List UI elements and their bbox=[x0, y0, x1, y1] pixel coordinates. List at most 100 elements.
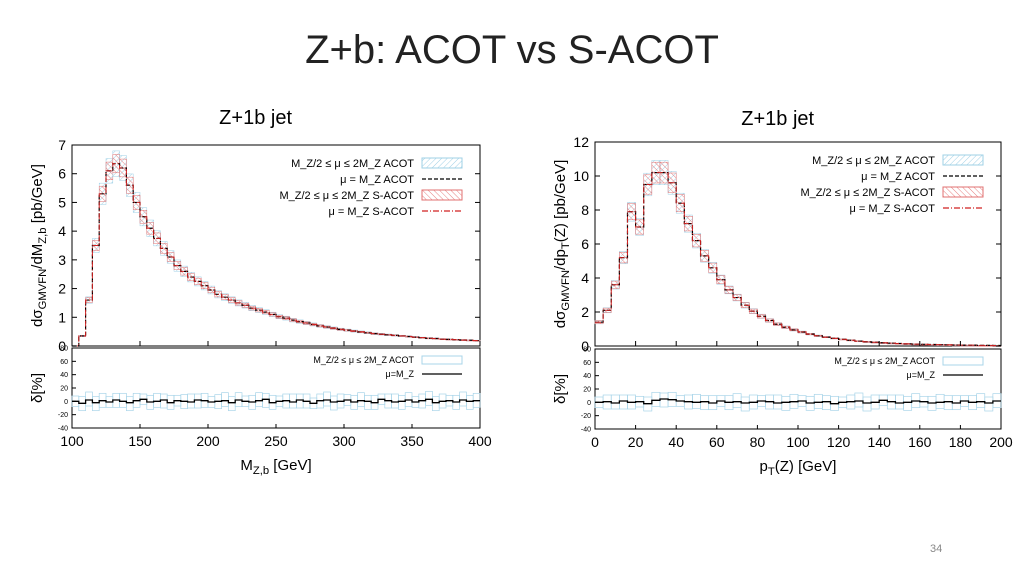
chart-ptz-xlabel: pT(Z) [GeV] bbox=[760, 458, 837, 478]
chart-mzb-legend-label: M_Z/2 ≤ μ ≤ 2M_Z ACOT bbox=[291, 158, 414, 170]
chart-mzb-xtick-label: 300 bbox=[332, 433, 356, 449]
chart-ptz-ratio-ylabel: δ[%] bbox=[552, 374, 569, 404]
chart-ptz-ratio-ytick-label: -40 bbox=[581, 427, 591, 434]
chart-mzb-ratio-line bbox=[72, 398, 480, 404]
chart-mzb-title: Z+1b jet bbox=[219, 107, 292, 129]
chart-ptz-xtick-label: 0 bbox=[591, 434, 599, 450]
chart-ptz-ratio-band bbox=[984, 396, 994, 412]
chart-ptz-xtick-label: 100 bbox=[786, 434, 810, 450]
chart-mzb-ylabel-group: dσGMVFN/dMZ,b [pb/GeV] bbox=[29, 164, 49, 327]
chart-ptz-ratio-band bbox=[651, 391, 661, 407]
chart-ptz-ratio-band bbox=[619, 394, 628, 410]
chart-ptz-title: Z+1b jet bbox=[741, 108, 814, 130]
chart-mzb-xtick-label: 350 bbox=[400, 433, 424, 449]
chart-mzb-ratio-ytick-label: 40 bbox=[60, 372, 68, 379]
chart-ptz-line-sacot bbox=[595, 172, 1001, 346]
chart-mzb-ratio-legend-swatch bbox=[421, 355, 463, 365]
chart-mzb-ratio-ytick-label: 0 bbox=[64, 399, 68, 406]
chart-ptz-ratio-ytick-label: 60 bbox=[583, 360, 591, 367]
chart-mzb-xlabel: MZ,b [GeV] bbox=[240, 457, 311, 477]
chart-ptz-ratio-legend-label: M_Z/2 ≤ μ ≤ 2M_Z ACOT bbox=[834, 356, 935, 366]
chart-ptz-ratio-ylabel-group: δ[%] bbox=[552, 374, 569, 404]
chart-mzb-xtick-label: 400 bbox=[468, 433, 492, 449]
chart-ptz-ratio-band bbox=[903, 395, 913, 411]
chart-mzb-ratio-legend-label: μ=M_Z bbox=[386, 369, 415, 379]
chart-ptz-xtick-label: 80 bbox=[750, 434, 766, 450]
chart-mzb-xtick-label: 250 bbox=[264, 433, 288, 449]
chart-mzb-ytick-label: 7 bbox=[58, 137, 66, 153]
chart-ptz-ratio-band bbox=[895, 394, 904, 410]
chart-ptz-ytick-label: 2 bbox=[581, 304, 589, 320]
chart-ptz-ratio-line bbox=[595, 398, 1001, 405]
chart-ptz-ytick-label: 10 bbox=[573, 168, 589, 184]
chart-ptz-legend-label: μ = M_Z S-ACOT bbox=[850, 203, 936, 215]
chart-ptz-ratio-band bbox=[781, 395, 791, 411]
chart-ptz-ratio-band bbox=[854, 392, 864, 408]
chart-mzb-ytick-label: 0 bbox=[58, 338, 66, 354]
chart-ptz-ratio-band bbox=[935, 393, 945, 409]
chart-ptz-ratio-band bbox=[740, 396, 750, 412]
chart-mzb-line-sacot bbox=[72, 163, 480, 347]
chart-ptz-ytick-label: 12 bbox=[573, 134, 589, 150]
chart-mzb-ratio-ylabel-group: δ[%] bbox=[29, 373, 46, 403]
chart-ptz-ytick-label: 0 bbox=[581, 338, 589, 354]
chart-ptz-ratio-ytick-label: -20 bbox=[581, 413, 591, 420]
chart-ptz-ratio-legend-swatch bbox=[942, 356, 984, 366]
chart-ptz-xtick-label: 160 bbox=[908, 434, 932, 450]
chart-ptz-ytick-label: 4 bbox=[581, 270, 589, 286]
chart-ptz-ytick-label: 6 bbox=[581, 236, 589, 252]
chart-ptz-legend-swatch bbox=[942, 154, 984, 166]
chart-ptz-legend-swatch bbox=[942, 186, 984, 198]
chart-ptz-ytick-label: 8 bbox=[581, 202, 589, 218]
chart-ptz-ratio-band bbox=[692, 393, 701, 409]
chart-ptz-xtick-label: 60 bbox=[709, 434, 725, 450]
chart-mzb-legend-label: M_Z/2 ≤ μ ≤ 2M_Z S-ACOT bbox=[279, 190, 414, 202]
chart-ptz-ratio-band bbox=[822, 395, 831, 411]
chart-ptz-ratio-ytick-label: 20 bbox=[583, 387, 591, 394]
chart-ptz-legend-label: M_Z/2 ≤ μ ≤ 2M_Z ACOT bbox=[812, 155, 935, 167]
chart-mzb-ratio-ytick-label: 20 bbox=[60, 386, 68, 393]
chart-ptz-ratio-band bbox=[862, 396, 872, 412]
chart-ptz-ratio-band bbox=[700, 395, 710, 411]
chart-ptz-ratio-band bbox=[773, 394, 783, 410]
chart-ptz-ratio-band bbox=[610, 394, 620, 410]
slide-title: Z+b: ACOT vs S-ACOT bbox=[305, 28, 719, 72]
chart-mzb-legend-label: μ = M_Z S-ACOT bbox=[329, 206, 415, 218]
chart-mzb-ratio-ylabel: δ[%] bbox=[29, 373, 46, 403]
chart-mzb-legend-label: μ = M_Z ACOT bbox=[340, 174, 414, 186]
chart-mzb-ylabel: dσGMVFN/dMZ,b [pb/GeV] bbox=[29, 164, 49, 327]
chart-mzb-xtick-label: 100 bbox=[60, 433, 84, 449]
chart-mzb-ratio-ytick-label: -20 bbox=[58, 412, 68, 419]
chart-mzb-ytick-label: 2 bbox=[58, 281, 66, 297]
chart-ptz-xtick-label: 20 bbox=[628, 434, 644, 450]
chart-ptz-ratio-ytick-label: 40 bbox=[583, 373, 591, 380]
chart-mzb-ytick-label: 5 bbox=[58, 194, 66, 210]
chart-mzb-ytick-label: 6 bbox=[58, 166, 66, 182]
chart-ptz-xtick-label: 180 bbox=[949, 434, 973, 450]
chart-ptz-ratio-legend-label: μ=M_Z bbox=[907, 370, 936, 380]
page-number: 34 bbox=[930, 543, 943, 555]
chart-ptz-xtick-label: 120 bbox=[827, 434, 851, 450]
chart-ptz-ratio-band bbox=[943, 395, 953, 411]
chart-ptz-xtick-label: 140 bbox=[868, 434, 892, 450]
chart-ptz-legend-label: μ = M_Z ACOT bbox=[861, 171, 935, 183]
chart-mzb-xtick-label: 150 bbox=[128, 433, 152, 449]
chart-mzb-ratio-legend-label: M_Z/2 ≤ μ ≤ 2M_Z ACOT bbox=[313, 355, 414, 365]
chart-ptz-ylabel: dσGMVFN/dpT(Z) [pb/GeV] bbox=[552, 160, 572, 329]
chart-mzb-ratio-ytick-label: 60 bbox=[60, 359, 68, 366]
chart-ptz-ylabel-group: dσGMVFN/dpT(Z) [pb/GeV] bbox=[552, 160, 572, 329]
chart-ptz-xtick-label: 200 bbox=[989, 434, 1013, 450]
chart-mzb-ytick-label: 1 bbox=[58, 309, 66, 325]
chart-mzb-ratio-ytick-label: -40 bbox=[58, 426, 68, 433]
chart-ptz-ratio-band bbox=[976, 393, 986, 409]
chart-ptz-xtick-label: 40 bbox=[668, 434, 684, 450]
chart-ptz-ratio-ytick-label: 80 bbox=[583, 347, 591, 354]
chart-ptz-legend-label: M_Z/2 ≤ μ ≤ 2M_Z S-ACOT bbox=[800, 187, 935, 199]
chart-ptz-line-acot bbox=[595, 172, 1001, 347]
chart-ptz-ratio-band bbox=[813, 393, 823, 409]
chart-mzb-legend-swatch bbox=[421, 189, 463, 201]
